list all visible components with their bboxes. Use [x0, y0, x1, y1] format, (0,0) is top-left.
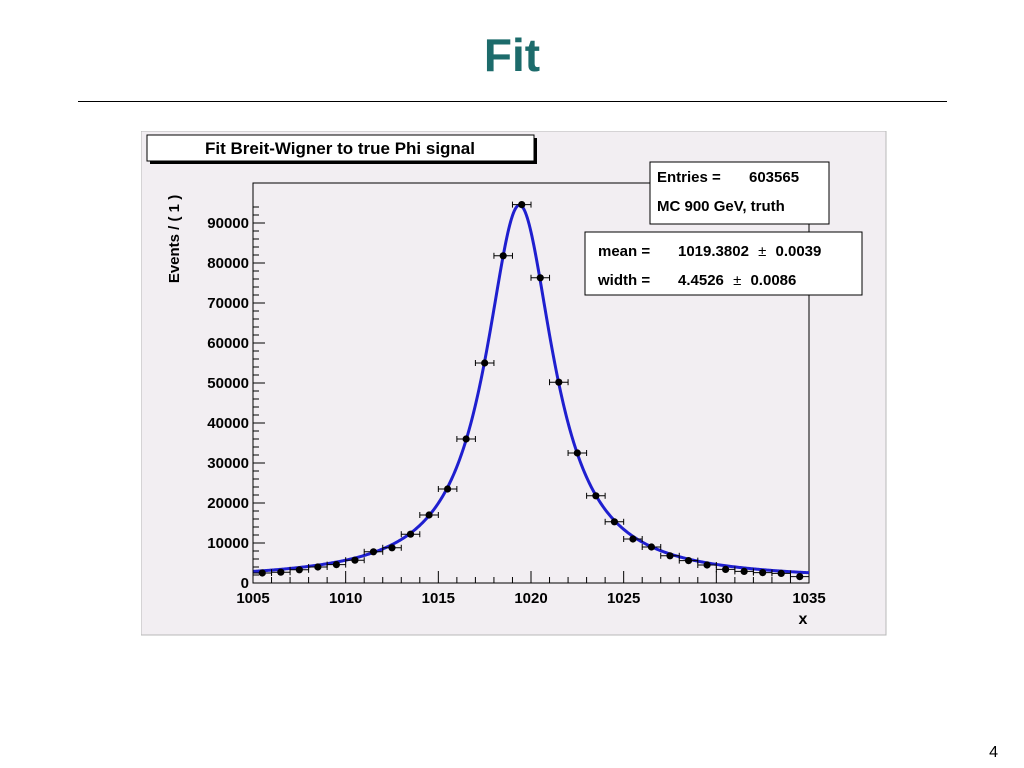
y-tick-label: 70000 — [207, 295, 249, 312]
width-pm: ± — [733, 272, 741, 289]
y-tick-label: 30000 — [207, 455, 249, 472]
data-marker — [610, 518, 618, 526]
data-marker — [796, 573, 804, 581]
entries-value: 603565 — [749, 169, 799, 186]
x-tick-label: 1035 — [792, 590, 825, 607]
page-number: 4 — [989, 744, 998, 761]
chart-title: Fit Breit-Wigner to true Phi signal — [205, 139, 475, 158]
x-tick-label: 1005 — [236, 590, 269, 607]
mean-pm: ± — [758, 243, 766, 260]
data-point — [474, 359, 495, 367]
fit-params-box — [584, 231, 863, 296]
data-marker — [314, 563, 322, 571]
mean-value: 1019.3802 — [678, 243, 749, 260]
data-marker — [592, 492, 600, 500]
data-point — [586, 492, 606, 500]
mean-label: mean = — [598, 243, 650, 260]
data-marker — [388, 544, 396, 552]
data-marker — [369, 548, 378, 556]
data-marker — [536, 274, 544, 282]
width-error: 0.0086 — [750, 272, 796, 289]
data-point — [493, 252, 513, 260]
data-marker — [555, 378, 563, 386]
y-tick-label: 60000 — [207, 335, 249, 352]
y-tick-label: 0 — [241, 575, 249, 592]
y-tick-label: 50000 — [207, 375, 249, 392]
data-point — [789, 573, 810, 581]
slide-title: Fit — [483, 29, 541, 81]
data-marker — [777, 569, 785, 577]
data-point — [345, 556, 365, 564]
y-tick-label: 80000 — [207, 255, 249, 272]
data-marker — [647, 543, 656, 551]
data-marker — [722, 565, 730, 573]
y-axis: 0 10000 20000 30000 40000 50000 60000 70000 8000… — [207, 206, 265, 592]
data-point — [511, 201, 532, 209]
data-marker — [406, 530, 415, 538]
mean-error: 0.0039 — [775, 243, 821, 260]
data-point — [604, 518, 625, 526]
stats-box — [649, 161, 830, 225]
x-tick-label: 1010 — [329, 590, 362, 607]
mean-row: mean = 1019.3802 ± 0.0039 — [598, 243, 821, 260]
data-marker — [425, 511, 433, 519]
data-point — [530, 274, 551, 282]
data-marker — [740, 567, 748, 575]
entries-row: Entries = 603565 — [657, 169, 799, 186]
y-tick-label: 40000 — [207, 415, 249, 432]
data-marker — [295, 566, 303, 574]
data-marker — [332, 561, 340, 569]
data-marker — [684, 557, 693, 565]
y-tick-label: 20000 — [207, 495, 249, 512]
data-points — [252, 201, 810, 581]
x-tick-label: 1020 — [514, 590, 547, 607]
data-marker — [277, 568, 285, 576]
data-point — [549, 378, 569, 386]
y-tick-label: 90000 — [207, 215, 249, 232]
data-marker — [499, 252, 507, 260]
y-tick-label: 10000 — [207, 535, 249, 552]
x-tick-label: 1025 — [607, 590, 640, 607]
data-marker — [518, 201, 526, 209]
stats-note: MC 900 GeV, truth — [657, 198, 785, 215]
data-marker — [629, 535, 637, 543]
data-point — [567, 449, 588, 457]
entries-label: Entries = — [657, 169, 721, 186]
y-axis-label: Events / ( 1 ) — [166, 195, 183, 283]
data-marker — [481, 359, 489, 367]
width-label: width = — [597, 272, 650, 289]
data-point — [400, 530, 421, 538]
data-point — [623, 535, 643, 543]
width-row: width = 4.4526 ± 0.0086 — [597, 272, 796, 289]
data-point — [382, 544, 402, 552]
data-marker — [573, 449, 581, 457]
data-marker — [258, 569, 266, 577]
x-tick-label: 1030 — [700, 590, 733, 607]
data-marker — [759, 569, 767, 577]
data-marker — [666, 552, 674, 560]
data-point — [456, 435, 476, 443]
title-divider — [78, 101, 947, 102]
data-point — [437, 485, 458, 493]
x-axis: 1005 1010 1015 1020 1025 1030 1035 — [236, 571, 826, 607]
data-marker — [351, 556, 359, 564]
data-point — [697, 561, 717, 569]
width-value: 4.4526 — [678, 272, 724, 289]
x-axis-label: x — [799, 611, 808, 628]
data-point — [641, 543, 662, 551]
data-point — [419, 511, 439, 519]
data-marker — [462, 435, 470, 443]
chart-title-box — [146, 134, 535, 162]
chart-canvas: Fit Breit-Wigner to true Phi signal 0100… — [141, 131, 887, 636]
x-tick-label: 1015 — [422, 590, 455, 607]
data-marker — [444, 485, 452, 493]
data-marker — [703, 561, 711, 569]
